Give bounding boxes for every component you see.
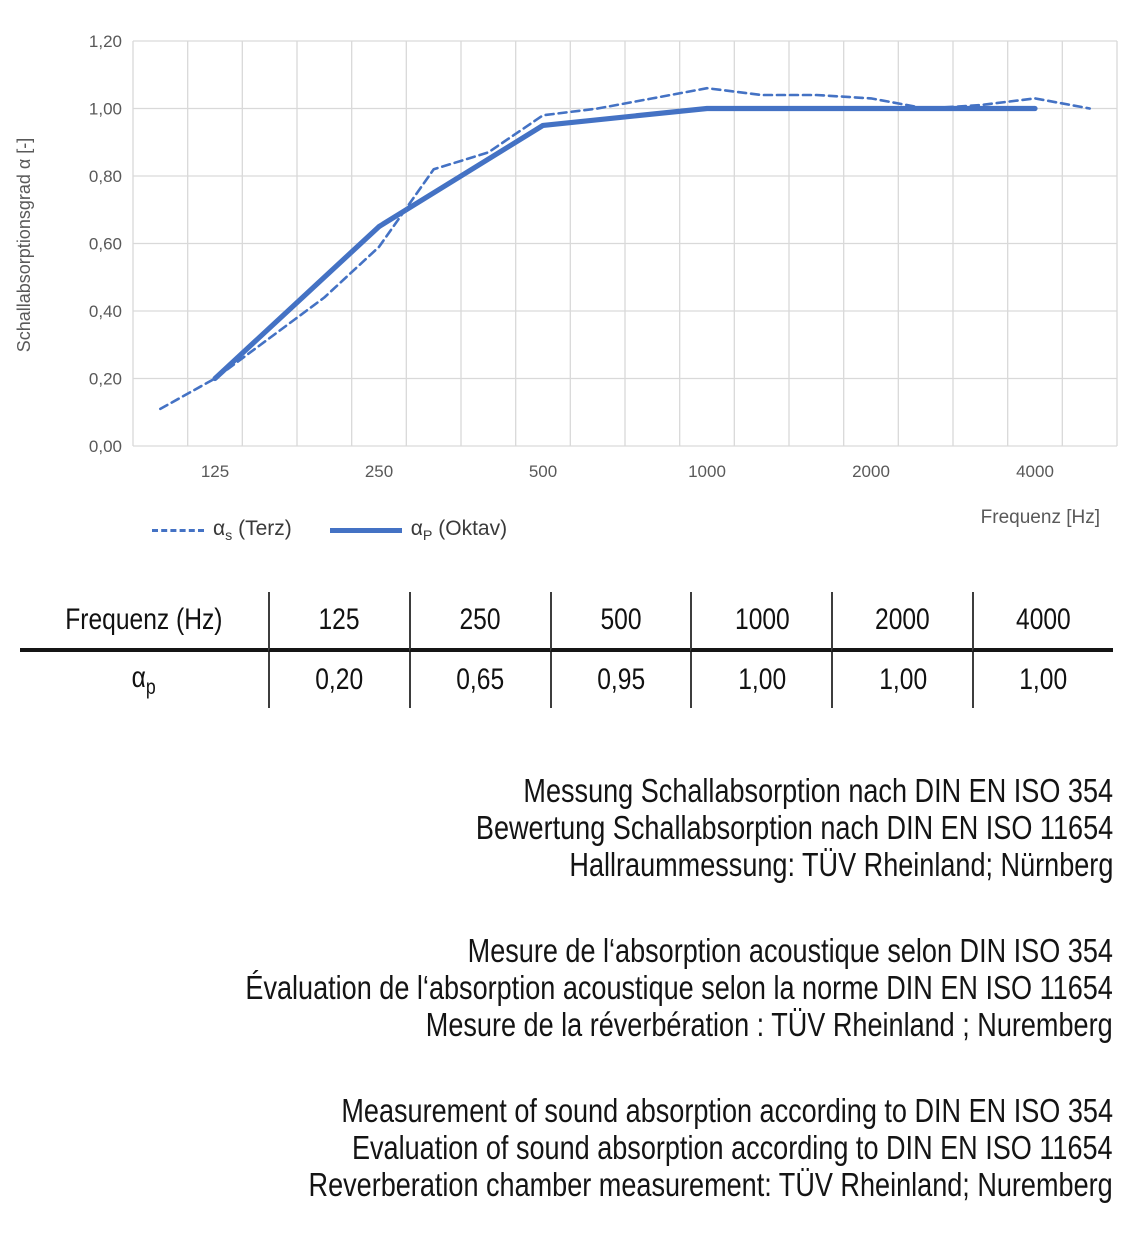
table-header-cell: 500 — [549, 592, 691, 652]
table-header-cell: 250 — [408, 592, 550, 652]
table-header-cell: 1000 — [690, 592, 832, 652]
note-line: Hallraummessung: TÜV Rheinland; Nürnberg — [569, 846, 1113, 883]
svg-text:0,00: 0,00 — [89, 437, 122, 456]
table-header-cell: 2000 — [831, 592, 973, 652]
table-value-cell: 0,95 — [549, 652, 691, 708]
svg-text:500: 500 — [529, 462, 557, 481]
legend-item-alpha-p: αP (Oktav) — [329, 517, 508, 545]
svg-text:1,20: 1,20 — [89, 32, 122, 51]
table-row-label-alpha-p: αp — [131, 660, 157, 699]
chart-plot-area: 0,00 0,20 0,40 0,60 0,80 1,00 1,20 125 250 500 100… — [0, 0, 1135, 505]
note-line: Bewertung Schallabsorption nach DIN EN I… — [475, 809, 1113, 846]
note-line: Messung Schallabsorption nach DIN EN ISO… — [523, 772, 1113, 809]
table-header-cell: 125 — [268, 592, 409, 652]
chart-legend: αs (Terz) αP (Oktav) — [152, 517, 507, 544]
table-header-label: Frequenz (Hz) — [20, 592, 268, 652]
table-header-cell: 4000 — [972, 592, 1113, 652]
table-value-cell: 1,00 — [972, 652, 1113, 708]
svg-text:0,40: 0,40 — [89, 302, 122, 321]
table-value-cell: 1,00 — [831, 652, 972, 708]
svg-text:0,60: 0,60 — [89, 235, 122, 254]
note-line: Mesure de l‘absorption acoustique selon … — [467, 932, 1113, 969]
note-french: Mesure de l‘absorption acoustique selon … — [22, 932, 1113, 1043]
legend-label-alpha-p: αP (Oktav) — [410, 517, 508, 545]
solid-line-sample — [329, 528, 402, 534]
svg-text:2000: 2000 — [852, 462, 890, 481]
legend-label-alpha-s: αs (Terz) — [213, 517, 292, 545]
svg-text:0,20: 0,20 — [89, 370, 122, 389]
dashed-line-sample — [152, 529, 204, 533]
svg-text:Schallabsorptionsgrad α [-]: Schallabsorptionsgrad α [-] — [14, 138, 34, 353]
svg-text:0,80: 0,80 — [89, 167, 122, 186]
note-line: Mesure de la réverbération : TÜV Rheinla… — [426, 1006, 1113, 1043]
x-axis-title: Frequenz [Hz] — [980, 507, 1100, 528]
svg-text:1000: 1000 — [688, 462, 726, 481]
note-line: Measurement of sound absorption accordin… — [341, 1092, 1113, 1129]
svg-text:250: 250 — [365, 462, 393, 481]
note-line: Evaluation of sound absorption according… — [352, 1129, 1113, 1166]
note-line: Reverberation chamber measurement: TÜV R… — [308, 1166, 1113, 1203]
note-english: Measurement of sound absorption accordin… — [22, 1092, 1113, 1203]
table-value-cell: 0,65 — [408, 652, 550, 708]
svg-text:1,00: 1,00 — [89, 100, 122, 119]
table-value-cell: 0,20 — [268, 652, 409, 708]
absorption-chart: 0,00 0,20 0,40 0,60 0,80 1,00 1,20 125 250 500 100… — [0, 0, 1135, 560]
svg-text:4000: 4000 — [1016, 462, 1054, 481]
note-line: Évaluation de l‘absorption acoustique se… — [245, 969, 1113, 1006]
note-german: Messung Schallabsorption nach DIN EN ISO… — [22, 772, 1113, 883]
table-value-cell: 1,00 — [690, 652, 831, 708]
absorption-table: Frequenz (Hz) 125 250 500 1000 2000 4000… — [20, 592, 1113, 708]
legend-item-alpha-s: αs (Terz) — [152, 517, 292, 544]
svg-text:125: 125 — [201, 462, 229, 481]
